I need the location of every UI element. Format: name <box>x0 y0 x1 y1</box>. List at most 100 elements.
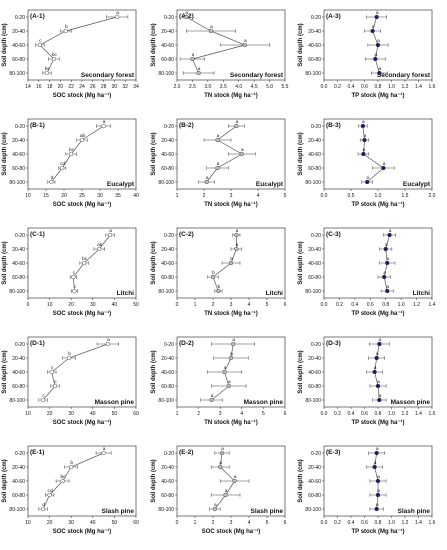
x-tick-label: 6 <box>284 520 287 526</box>
data-point <box>226 383 231 389</box>
x-tick-label: 18 <box>47 84 53 90</box>
x-tick-label: 20 <box>47 411 53 417</box>
panel-label: (E-1) <box>30 449 44 456</box>
x-tick-label: 6 <box>284 411 287 417</box>
y-tick-label: 80-100 <box>9 398 25 404</box>
significance-letter: a <box>379 67 382 72</box>
significance-letter: a <box>244 39 247 44</box>
y-tick-label: 0-20 <box>311 15 321 21</box>
data-point <box>360 123 365 129</box>
data-point <box>375 492 381 498</box>
y-tick-label: 20-40 <box>12 465 25 471</box>
data-point <box>101 123 106 129</box>
x-tick-label: 10 <box>25 520 31 526</box>
data-point <box>232 478 237 484</box>
x-tick-label: 3 <box>230 193 233 199</box>
significance-letter: a <box>374 366 377 371</box>
x-tick-label: 0.5 <box>348 193 355 199</box>
x-tick-label: 0.2 <box>334 411 341 417</box>
x-tick-label: 0.6 <box>361 520 368 526</box>
x-tick-label: 60 <box>133 411 139 417</box>
y-tick-label: 40-60 <box>161 479 174 485</box>
x-tick-label: 2 <box>212 302 215 308</box>
y-tick-label: 60-80 <box>308 166 321 172</box>
y-tick-label: 20-40 <box>161 465 174 471</box>
data-point <box>365 179 370 185</box>
x-tick-label: 1.4 <box>429 302 436 308</box>
x-tick-label: 1 <box>194 520 197 526</box>
significance-letter: a <box>377 489 380 494</box>
x-tick-label: 0.6 <box>361 84 368 90</box>
panel-label: (D-3) <box>326 340 341 347</box>
data-point <box>63 28 68 34</box>
x-tick-label: 1.2 <box>402 520 409 526</box>
x-axis-label: TP stock (Mg ha⁻¹) <box>351 201 404 208</box>
y-tick-label: 80-100 <box>9 507 25 513</box>
data-point <box>382 274 387 280</box>
data-point <box>204 179 209 185</box>
y-tick-label: 40-60 <box>308 152 321 158</box>
significance-letter: ab <box>97 242 103 248</box>
y-tick-label: 20-40 <box>12 247 25 253</box>
x-tick-label: 1.2 <box>402 84 409 90</box>
y-tick-label: 0-20 <box>311 342 321 348</box>
x-tick-label: 4 <box>240 411 243 417</box>
x-tick-label: 1 <box>176 411 179 417</box>
y-tick-label: 40-60 <box>161 370 174 376</box>
y-tick-label: 60-80 <box>308 275 321 281</box>
forest-label: Masson pine <box>391 399 431 406</box>
data-point <box>219 450 225 456</box>
y-tick-label: 80-100 <box>305 71 321 77</box>
data-point <box>372 464 377 470</box>
data-point <box>209 397 214 403</box>
series-line <box>39 16 118 74</box>
x-tick-label: 25 <box>79 193 85 199</box>
significance-letter: a <box>377 39 380 44</box>
y-tick-label: 0-20 <box>15 342 25 348</box>
significance-letter: d <box>42 502 45 508</box>
significance-letter: a <box>217 134 220 139</box>
data-point <box>41 397 46 403</box>
x-tick-label: 3 <box>219 411 222 417</box>
significance-letter: a <box>377 380 380 385</box>
data-point <box>210 274 216 280</box>
data-point <box>216 288 221 294</box>
y-tick-label: 60-80 <box>308 384 321 390</box>
significance-letter: bc <box>61 474 67 480</box>
significance-letter: a <box>232 338 235 343</box>
y-tick-label: 20-40 <box>308 138 321 144</box>
x-tick-label: 1.4 <box>415 520 422 526</box>
panel-c-2: (C-2) Litchi 0 1 2 3 4 5 6 0-20 20-40 40-60 60-80 80-… <box>151 227 287 317</box>
x-tick-label: 0.6 <box>361 411 368 417</box>
y-tick-label: 20-40 <box>161 29 174 35</box>
y-tick-label: 40-60 <box>12 479 25 485</box>
forest-label: Eucalypt <box>256 181 284 188</box>
y-axis-label: Soil depth (cm) <box>298 132 304 175</box>
y-axis-label: Soil depth (cm) <box>2 132 8 175</box>
significance-letter: a <box>389 229 392 234</box>
y-tick-label: 40-60 <box>12 370 25 376</box>
x-tick-label: 26 <box>90 84 96 90</box>
y-tick-label: 0-20 <box>164 342 174 348</box>
x-tick-label: 20 <box>68 302 74 308</box>
y-axis-label: Soil depth (cm) <box>2 459 8 502</box>
x-tick-label: 1.4 <box>415 411 422 417</box>
y-tick-label: 60-80 <box>161 57 174 63</box>
x-tick-label: 1.0 <box>388 84 395 90</box>
panel-label: (B-3) <box>326 122 341 129</box>
y-axis-label: Soil depth (cm) <box>151 459 157 502</box>
significance-letter: a <box>198 67 201 72</box>
y-axis-label: Soil depth (cm) <box>151 132 157 175</box>
x-tick-label: 0.4 <box>348 84 355 90</box>
significance-letter: b <box>65 24 68 30</box>
significance-letter: cd <box>60 161 65 167</box>
x-tick-label: 22 <box>68 84 74 90</box>
x-tick-label: 0 <box>27 302 30 308</box>
significance-letter: a <box>363 148 366 153</box>
significance-letter: a <box>236 243 239 248</box>
significance-letter: a <box>230 257 233 262</box>
y-tick-label: 20-40 <box>308 465 321 471</box>
panel-c-3: (C-3) Litchi 0.0 0.2 0.4 0.6 0.8 1.0 1.2 1.4 0-20 2… <box>298 227 436 317</box>
y-tick-label: 60-80 <box>12 166 25 172</box>
panel-b-2: (B-2) Eucalypt 1 2 3 4 5 0-20 20-40 40-60 60-80 80-… <box>151 118 287 208</box>
